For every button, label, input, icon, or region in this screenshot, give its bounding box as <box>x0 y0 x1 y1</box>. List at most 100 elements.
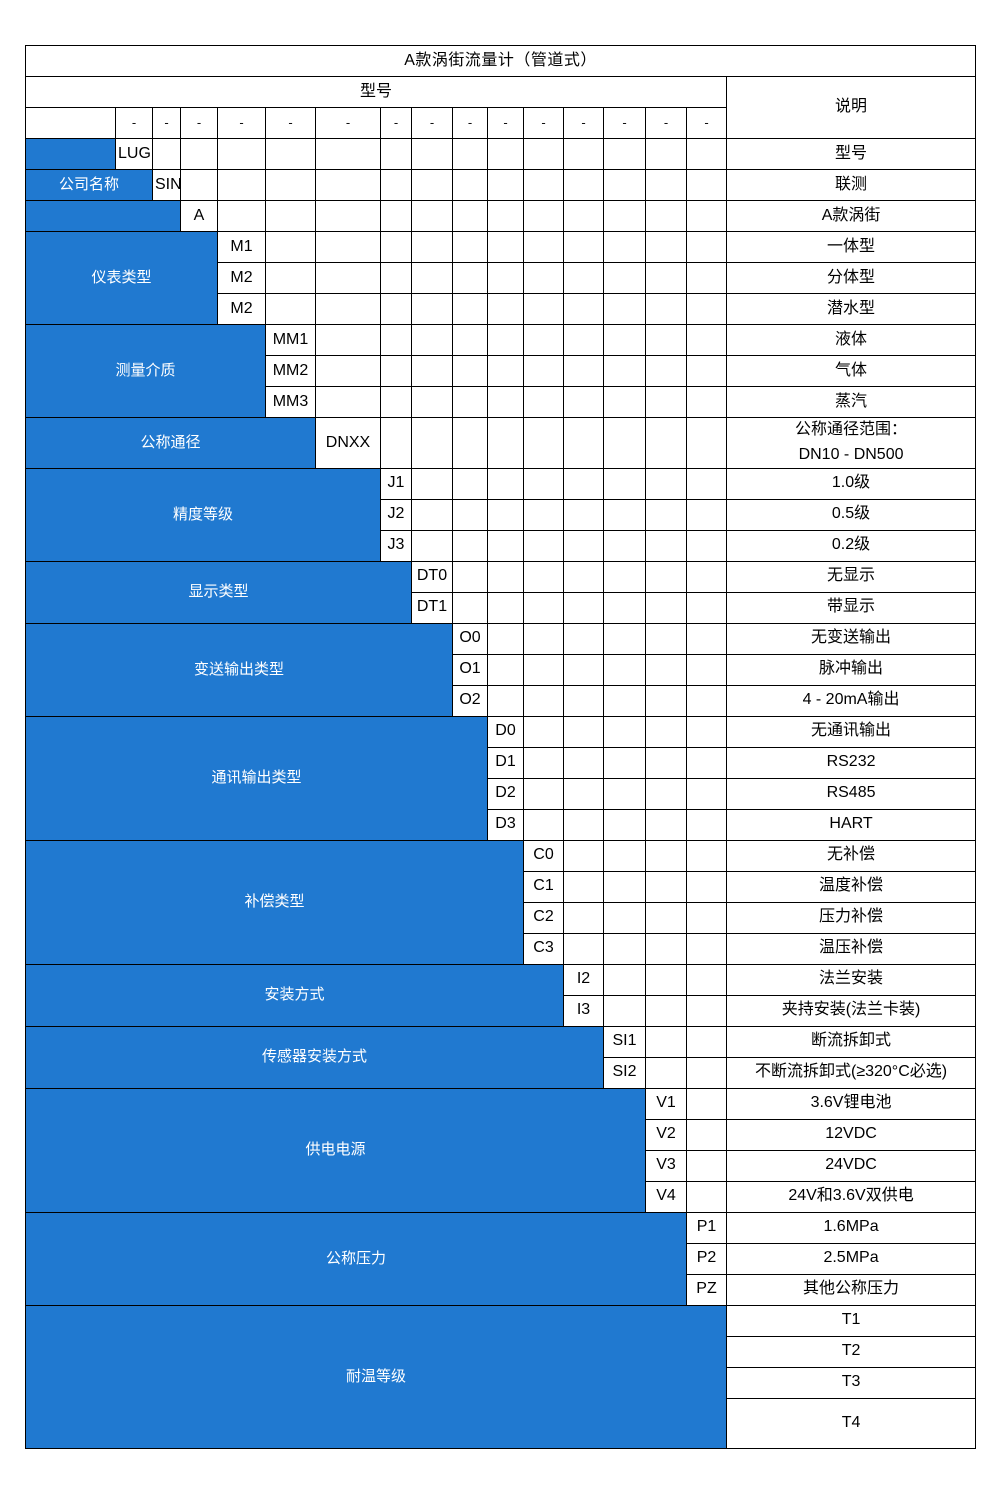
code-cell-V3[interactable]: V3 <box>645 1149 687 1182</box>
code-cell-A[interactable]: A <box>180 200 218 232</box>
code-cell-P2[interactable]: P2 <box>686 1242 727 1275</box>
code-cell-T2[interactable]: T2 <box>725 1335 977 1368</box>
code-cell-C2[interactable]: C2 <box>523 901 564 934</box>
empty-cell <box>686 932 727 965</box>
empty-cell <box>603 901 646 934</box>
table-row: 精度等级 J1 1.0级 <box>25 467 977 562</box>
code-cell-J1[interactable]: J1 <box>380 467 412 500</box>
code-cell-M2[interactable]: M2 <box>217 262 266 294</box>
code-cell-V1[interactable]: V1 <box>645 1087 687 1120</box>
empty-cell <box>523 200 564 232</box>
empty-cell <box>563 901 604 934</box>
description-cell: 无显示 <box>725 560 977 593</box>
code-cell-DT0[interactable]: DT0 <box>411 560 453 593</box>
empty-cell <box>380 262 412 294</box>
empty-cell <box>645 932 687 965</box>
empty-cell <box>380 200 412 232</box>
code-cell-SI2[interactable]: SI2 <box>603 1056 646 1089</box>
code-cell-D1[interactable]: D1 <box>487 746 524 779</box>
code-cell-O0[interactable]: O0 <box>452 622 488 655</box>
code-cell-D3[interactable]: D3 <box>487 808 524 841</box>
code-cell-SIN[interactable]: SIN <box>152 169 181 201</box>
code-cell-DT1[interactable]: DT1 <box>411 591 453 624</box>
empty-cell <box>686 684 727 717</box>
code-cell-C0[interactable]: C0 <box>523 839 564 872</box>
empty-cell <box>411 169 453 201</box>
empty-cell <box>265 231 316 263</box>
code-cell-J2[interactable]: J2 <box>380 498 412 531</box>
empty-cell <box>523 529 564 562</box>
empty-cell <box>603 529 646 562</box>
code-cell-T3[interactable]: T3 <box>725 1366 977 1399</box>
code-cell-T1[interactable]: T1 <box>725 1304 977 1337</box>
code-cell-MM1[interactable]: MM1 <box>265 324 316 356</box>
empty-cell <box>563 467 604 500</box>
empty-cell <box>645 200 687 232</box>
empty-cell <box>452 529 488 562</box>
code-cell-D0[interactable]: D0 <box>487 715 524 748</box>
empty-cell <box>315 262 381 294</box>
code-cell-V4[interactable]: V4 <box>645 1180 687 1213</box>
empty-cell <box>686 138 727 170</box>
code-cell-I3[interactable]: I3 <box>563 994 604 1027</box>
empty-cell <box>686 200 727 232</box>
empty-cell <box>452 386 488 418</box>
empty-cell <box>523 169 564 201</box>
code-cell-MM3[interactable]: MM3 <box>265 386 316 418</box>
description-cell: 液体 <box>725 324 977 356</box>
code-cell-SI1[interactable]: SI1 <box>603 1025 646 1058</box>
table-row: 通讯输出类型 D0 无通讯输出 <box>25 715 977 841</box>
empty-cell <box>603 746 646 779</box>
description-cell: 不断流拆卸式(≥320°C必选) <box>725 1056 977 1089</box>
code-cell-M1[interactable]: M1 <box>217 231 266 263</box>
table-row: 传感器安装方式 SI1 断流拆卸式 <box>25 1025 977 1089</box>
empty-cell <box>603 777 646 810</box>
empty-cell <box>686 560 727 593</box>
description-cell: HART <box>725 808 977 841</box>
code-cell-M2[interactable]: M2 <box>217 293 266 325</box>
group-label-9: 通讯输出类型 <box>25 715 488 841</box>
group-label-6: 精度等级 <box>25 467 381 562</box>
empty-cell <box>411 231 453 263</box>
table-row: 显示类型 DT0 无显示 <box>25 560 977 624</box>
empty-cell <box>452 324 488 356</box>
description-cell: 蒸汽 <box>725 386 977 418</box>
description-cell: 无通讯输出 <box>725 715 977 748</box>
empty-cell <box>411 138 453 170</box>
empty-cell <box>645 498 687 531</box>
code-cell-J3[interactable]: J3 <box>380 529 412 562</box>
empty-cell <box>686 467 727 500</box>
code-cell-LUGB[interactable]: LUGB <box>115 138 153 170</box>
empty-cell <box>645 746 687 779</box>
table-row: 供电电源 V1 3.6V锂电池 <box>25 1087 977 1213</box>
code-cell-P1[interactable]: P1 <box>686 1211 727 1244</box>
code-cell-C1[interactable]: C1 <box>523 870 564 903</box>
code-cell-MM2[interactable]: MM2 <box>265 355 316 387</box>
code-cell-V2[interactable]: V2 <box>645 1118 687 1151</box>
table-row: 公称压力 P1 1.6MPa <box>25 1211 977 1306</box>
empty-cell <box>563 808 604 841</box>
description-cell: 分体型 <box>725 262 977 294</box>
empty-cell <box>603 138 646 170</box>
code-cell-DNXX[interactable]: DNXX <box>315 417 381 469</box>
description-cell: 2.5MPa <box>725 1242 977 1275</box>
empty-cell <box>523 653 564 686</box>
empty-cell <box>487 293 524 325</box>
code-cell-O2[interactable]: O2 <box>452 684 488 717</box>
group-label-7: 显示类型 <box>25 560 412 624</box>
empty-cell <box>686 231 727 263</box>
empty-cell <box>380 417 412 469</box>
empty-cell <box>563 262 604 294</box>
code-cell-PZ[interactable]: PZ <box>686 1273 727 1306</box>
empty-cell <box>315 200 381 232</box>
empty-cell <box>603 932 646 965</box>
code-cell-D2[interactable]: D2 <box>487 777 524 810</box>
code-cell-T4[interactable]: T4 <box>725 1397 977 1450</box>
empty-cell <box>603 498 646 531</box>
code-cell-C3[interactable]: C3 <box>523 932 564 965</box>
empty-cell <box>563 417 604 469</box>
code-cell-I2[interactable]: I2 <box>563 963 604 996</box>
code-cell-O1[interactable]: O1 <box>452 653 488 686</box>
group-label-12: 传感器安装方式 <box>25 1025 604 1089</box>
